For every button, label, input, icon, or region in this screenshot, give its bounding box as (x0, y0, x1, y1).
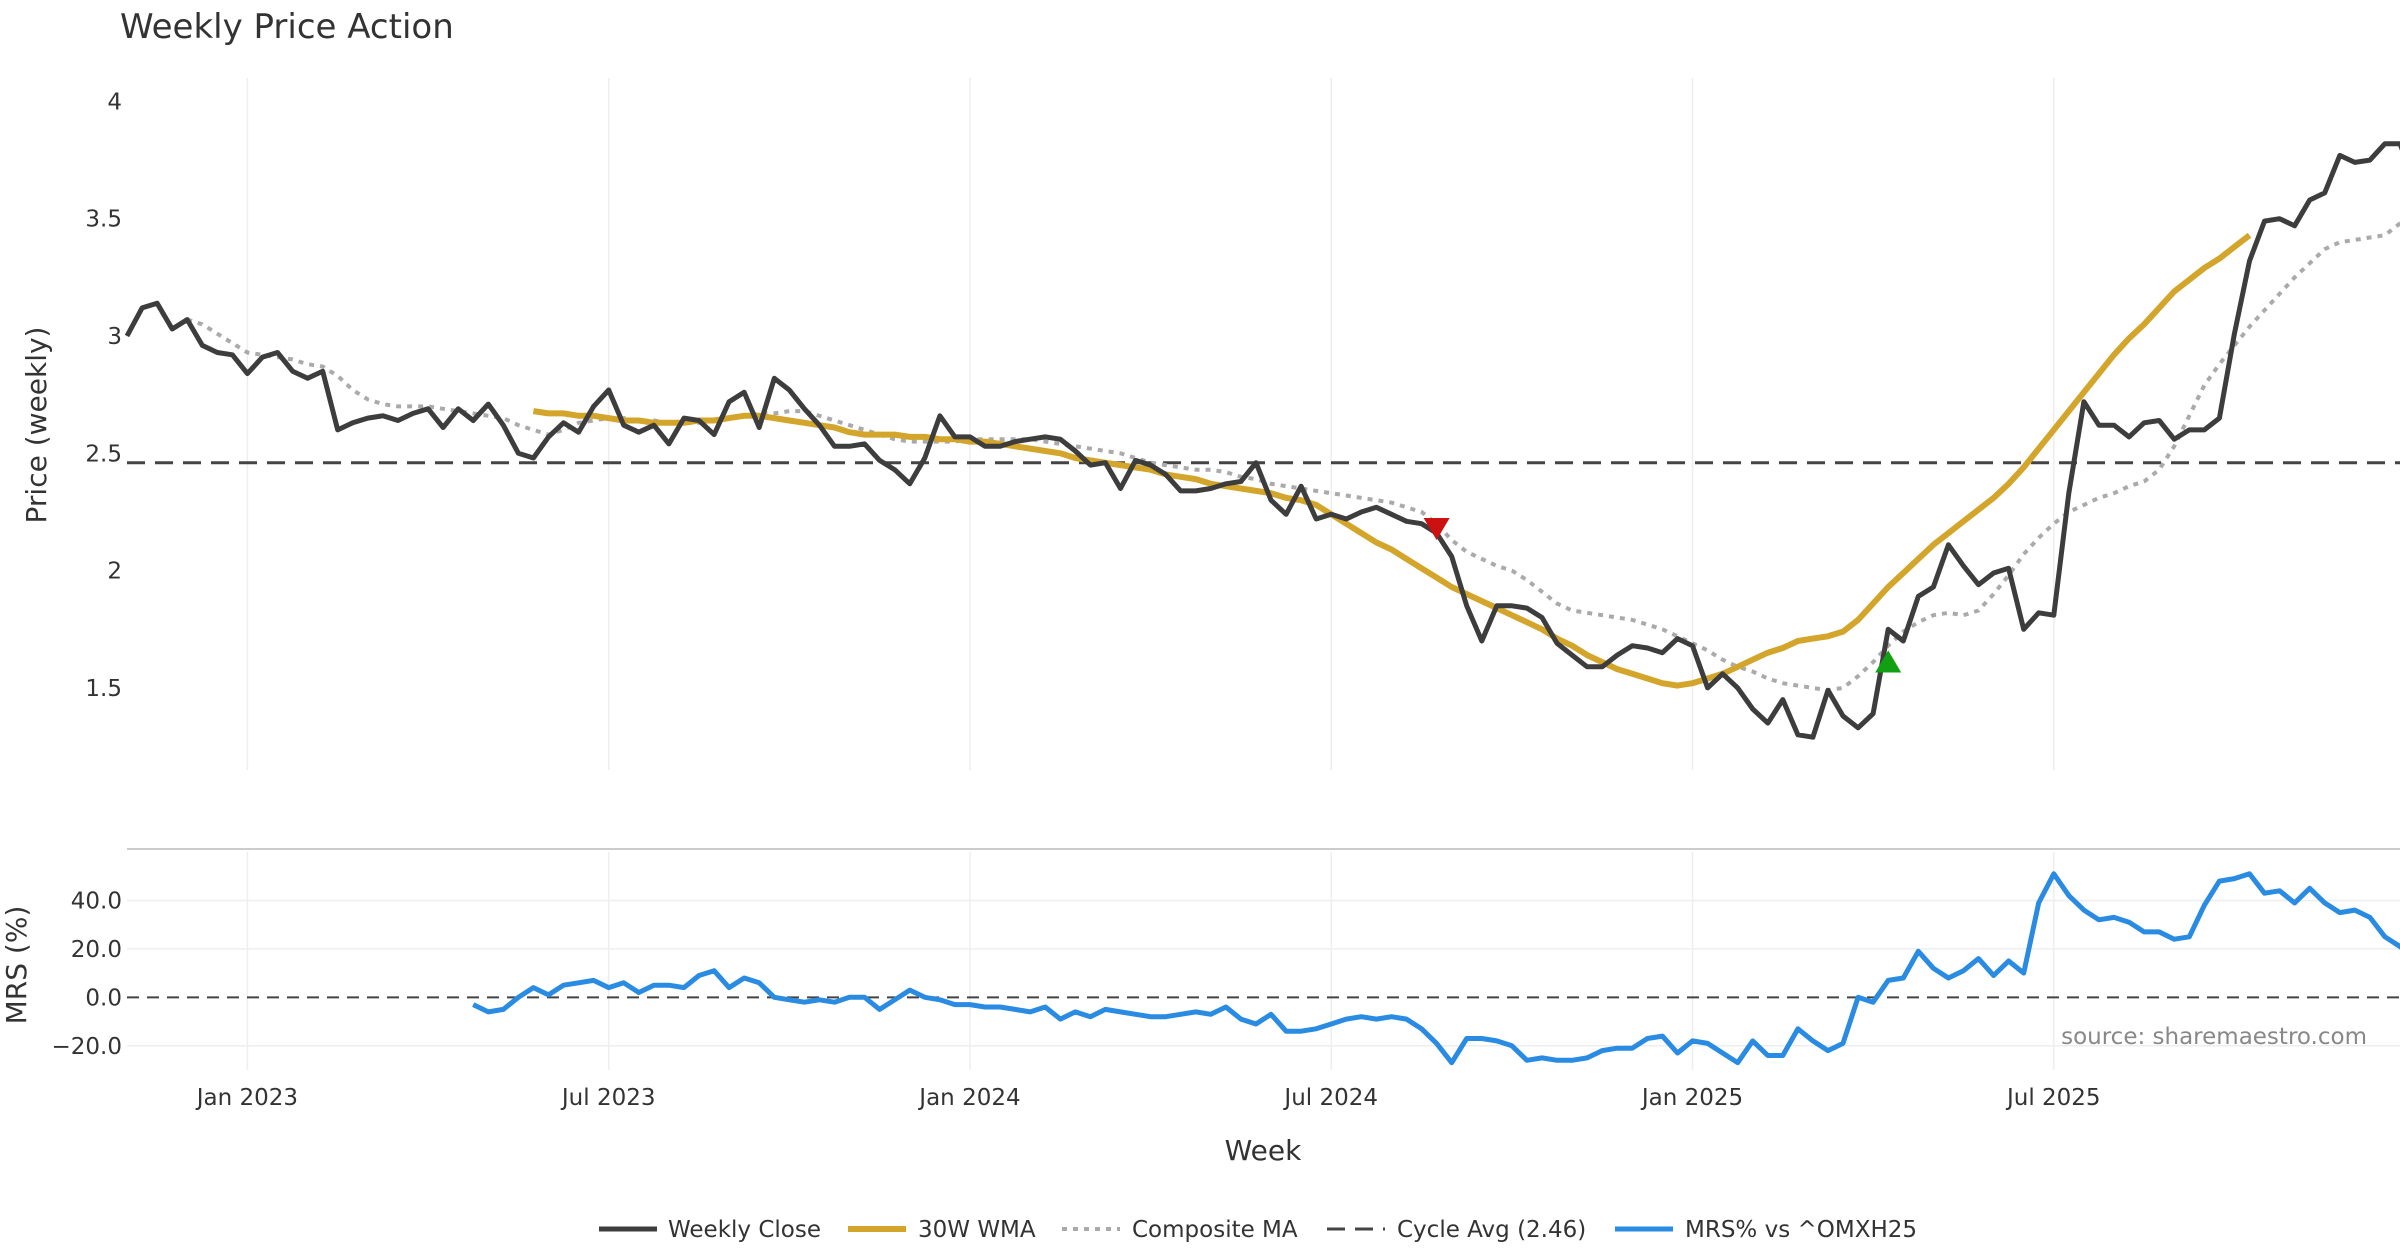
source-label: source: sharemaestro.com (2061, 1024, 2367, 1050)
mrs-gridlines (127, 852, 2400, 1070)
price-y-tick-label: 3 (107, 324, 122, 350)
price-y-tick-label: 2.5 (85, 441, 122, 467)
x-tick-label: Jul 2023 (560, 1085, 656, 1111)
price-gridlines (246, 78, 2055, 770)
price-y-ticks: 1.5 2 2.5 3 3.5 4 (85, 89, 122, 701)
legend-label-mrs: MRS% vs ^OMXH25 (1685, 1217, 1917, 1243)
mrs-y-tick-label: 20.0 (71, 937, 122, 963)
mrs-y-axis-label: MRS (%) (0, 906, 33, 1025)
price-y-tick-label: 2 (107, 559, 122, 585)
mrs-y-tick-label: 0.0 (85, 985, 122, 1011)
legend-label-composite-ma: Composite MA (1132, 1217, 1298, 1243)
mrs-panel: −20.0 0.0 20.0 40.0 source: sharemaestro.co… (52, 848, 2400, 1070)
legend-label-wma: 30W WMA (918, 1217, 1036, 1243)
sell-signal-marker (1423, 517, 1450, 541)
x-axis-ticks: Jan 2023 Jul 2023 Jan 2024 Jul 2024 Jan 2025… (195, 1085, 2101, 1111)
price-y-tick-label: 4 (107, 89, 122, 115)
price-y-axis-label: Price (weekly) (20, 327, 53, 524)
mrs-y-tick-label: 40.0 (71, 888, 122, 914)
x-tick-label: Jan 2023 (195, 1085, 298, 1111)
price-y-tick-label: 1.5 (85, 676, 122, 702)
legend: Weekly Close 30W WMA Composite MA Cycle … (599, 1217, 1917, 1243)
legend-label-weekly-close: Weekly Close (668, 1217, 821, 1243)
weekly-close-line (124, 141, 2400, 740)
x-tick-label: Jul 2024 (1282, 1085, 1378, 1111)
legend-item-mrs: MRS% vs ^OMXH25 (1615, 1217, 1917, 1243)
buy-signal-marker (1875, 650, 1902, 673)
x-tick-label: Jan 2024 (917, 1085, 1020, 1111)
legend-item-composite-ma: Composite MA (1062, 1217, 1298, 1243)
x-tick-label: Jan 2025 (1640, 1085, 1743, 1111)
price-panel: 1.5 2 2.5 3 3.5 4 (85, 78, 2400, 770)
legend-label-cycle-avg: Cycle Avg (2.46) (1397, 1217, 1586, 1243)
price-y-tick-label: 3.5 (85, 207, 122, 233)
legend-item-wma: 30W WMA (848, 1217, 1036, 1243)
legend-item-cycle-avg: Cycle Avg (2.46) (1327, 1217, 1586, 1243)
x-axis-label: Week (1225, 1134, 1302, 1167)
mrs-y-tick-label: −20.0 (52, 1034, 122, 1060)
mrs-y-ticks: −20.0 0.0 20.0 40.0 (52, 888, 122, 1059)
x-tick-label: Jul 2025 (2005, 1085, 2101, 1111)
legend-item-weekly-close: Weekly Close (599, 1217, 821, 1243)
mrs-line (472, 871, 2400, 1066)
chart-title: Weekly Price Action (120, 7, 454, 47)
wma-30w-line (532, 232, 2252, 689)
composite-ma-line (186, 221, 2400, 693)
